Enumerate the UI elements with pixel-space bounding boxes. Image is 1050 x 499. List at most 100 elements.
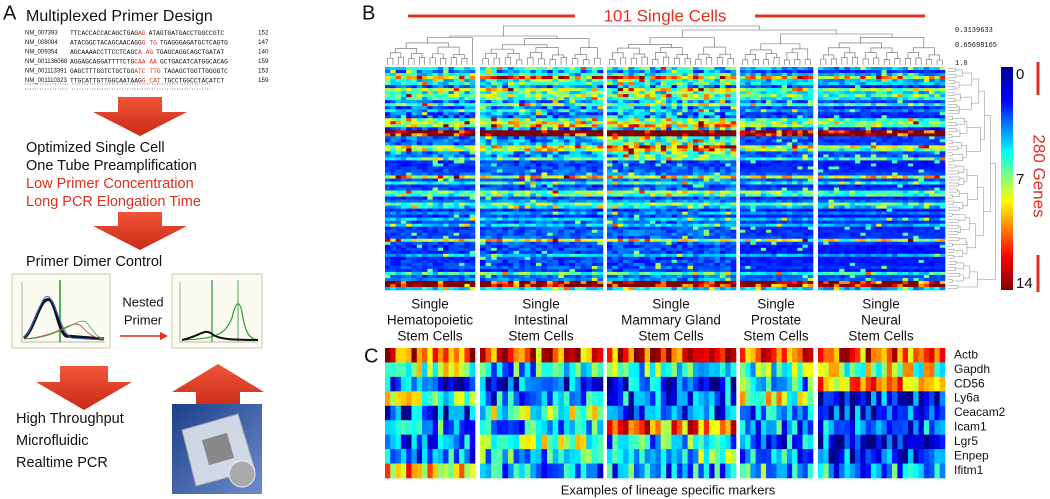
heat-cell	[507, 187, 514, 191]
heat-cell	[839, 130, 845, 134]
heat-cell	[881, 88, 888, 92]
heat-cell	[524, 199, 531, 203]
heat-cell	[766, 175, 772, 179]
heat-cell	[519, 121, 526, 125]
heat-cell	[547, 136, 553, 140]
heat-cell	[687, 142, 694, 146]
dendro-branch	[389, 52, 402, 59]
heat-cell	[644, 205, 651, 209]
heat-cell	[591, 88, 598, 92]
heat-cell	[385, 196, 391, 200]
heat-cell	[876, 85, 882, 89]
heat-cell	[569, 196, 576, 200]
heat-cell	[416, 94, 423, 98]
heat-cell	[597, 103, 604, 107]
heat-cell	[913, 100, 919, 104]
heat-cell	[437, 181, 444, 185]
heat-cell	[776, 205, 783, 209]
heat-cell	[682, 193, 688, 197]
heat-cell	[530, 133, 537, 137]
heat-cell	[411, 124, 418, 128]
heat-cell	[828, 97, 835, 101]
heat-cell	[385, 115, 391, 119]
heat-cell	[939, 112, 946, 116]
heat-cell	[411, 79, 418, 83]
heat-cell	[541, 193, 548, 197]
heat-cell	[558, 70, 565, 74]
heat-cell	[760, 193, 767, 197]
heat-cell	[860, 181, 866, 185]
heat-cell	[558, 79, 565, 83]
heat-cell	[464, 190, 470, 194]
heat-cell	[617, 82, 624, 86]
heat-cell	[687, 178, 694, 182]
heat-cell	[844, 139, 851, 143]
heat-cell	[687, 130, 694, 134]
heat-cell	[719, 139, 726, 143]
heat-cell	[918, 151, 925, 155]
heat-cell	[881, 94, 888, 98]
heat-cell	[427, 157, 433, 161]
heat-cell	[655, 76, 662, 80]
heat-cell	[913, 205, 919, 209]
heat-cell	[913, 124, 919, 128]
heat-cell	[792, 127, 798, 131]
heat-cell	[395, 79, 402, 83]
heat-cell	[547, 100, 553, 104]
seq-text: GAGCTTTGGTCTGCTGGATC TTG TAGAGCTGGTTGGGGT…	[70, 68, 228, 75]
heat-cell	[693, 67, 699, 71]
heat-cell	[876, 79, 882, 83]
dendro-branch	[411, 53, 423, 59]
heat-cell	[902, 94, 909, 98]
heat-cell	[682, 124, 688, 128]
heat-cell	[939, 187, 946, 191]
heat-cell	[535, 163, 542, 167]
dendro-branch	[408, 58, 415, 65]
heat-cell	[411, 133, 418, 137]
heat-cell	[507, 136, 514, 140]
heat-cell	[745, 205, 751, 209]
heat-cell	[633, 139, 640, 143]
heat-cell	[844, 67, 851, 71]
heat-cell	[771, 160, 777, 164]
heat-cell	[432, 172, 439, 176]
heat-cell	[623, 199, 629, 203]
heat-cell	[703, 124, 710, 128]
heat-cell	[755, 202, 762, 206]
heat-cell	[676, 166, 683, 170]
heat-cell	[385, 163, 391, 167]
heat-cell	[725, 106, 731, 110]
heat-cell	[844, 79, 851, 83]
heat-cell	[502, 103, 509, 107]
heat-cell	[502, 115, 509, 119]
heat-cell	[623, 175, 629, 179]
heat-cell	[682, 154, 688, 158]
heat-cell	[865, 112, 872, 116]
heat-cell	[569, 91, 576, 95]
heat-cell	[719, 70, 726, 74]
heat-cell	[725, 160, 731, 164]
heat-cell	[776, 136, 783, 140]
heat-cell	[524, 127, 531, 131]
heat-cell	[607, 112, 613, 116]
heat-cell	[666, 127, 672, 131]
heat-cell	[575, 91, 581, 95]
heat-cell	[934, 175, 941, 179]
heat-cell	[633, 160, 640, 164]
heat-cell	[849, 187, 856, 191]
heat-cell	[612, 181, 619, 185]
heat-cell	[491, 112, 498, 116]
heat-cell	[612, 82, 619, 86]
heat-cell	[513, 130, 520, 134]
heat-cell	[491, 166, 498, 170]
heat-cell	[507, 88, 514, 92]
heat-cell	[453, 100, 460, 104]
heat-cell	[666, 196, 672, 200]
heat-cell	[496, 121, 503, 125]
heat-cell	[502, 181, 509, 185]
heat-cell	[535, 151, 542, 155]
heat-cell	[633, 199, 640, 203]
heat-cell	[416, 88, 423, 92]
heat-cell	[918, 142, 925, 146]
heat-cell	[519, 151, 526, 155]
